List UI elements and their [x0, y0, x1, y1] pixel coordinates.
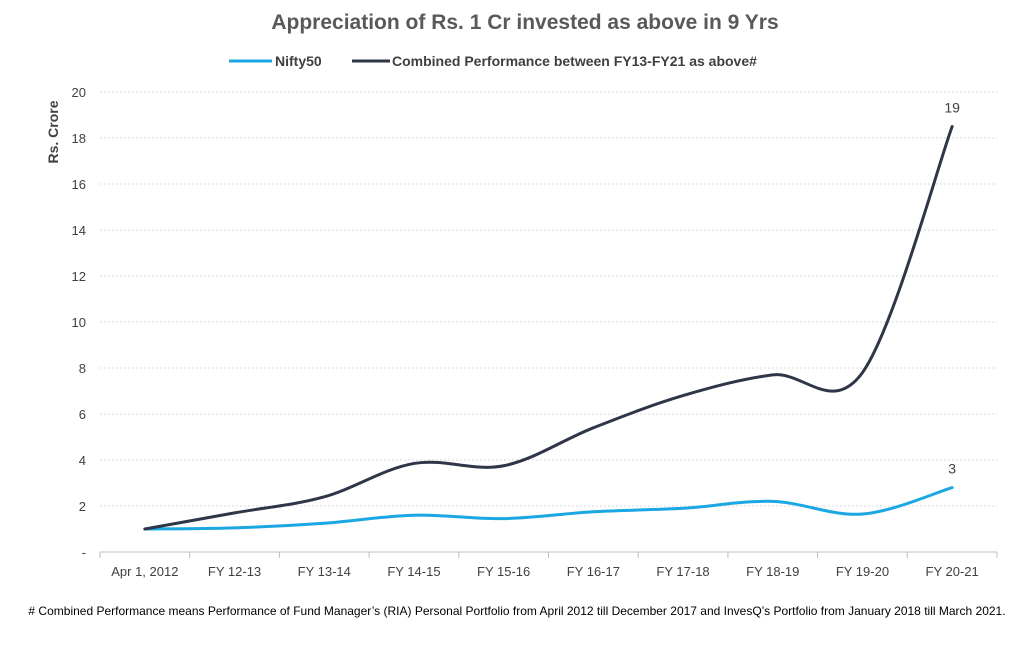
y-axis-label: Rs. Crore [45, 100, 61, 163]
x-tick-fy-14-15: FY 14-15 [387, 564, 440, 579]
y-tick-10: 10 [72, 315, 86, 330]
y-tick-20: 20 [72, 85, 86, 100]
y-tick-2: 2 [79, 499, 86, 514]
x-tick-fy-13-14: FY 13-14 [298, 564, 351, 579]
series-line-nifty50 [143, 486, 954, 531]
x-tick-fy-20-21: FY 20-21 [926, 564, 979, 579]
series-line-combined-performance-between-fy13-fy21-as-above [143, 125, 954, 531]
legend-label-nifty50: Nifty50 [275, 53, 322, 69]
x-tick-fy-15-16: FY 15-16 [477, 564, 530, 579]
x-tick-fy-12-13: FY 12-13 [208, 564, 261, 579]
y-tick-8: 8 [79, 361, 86, 376]
x-tick-apr-1-2012: Apr 1, 2012 [111, 564, 178, 579]
x-axis: Apr 1, 2012 FY 12-13 FY 13-14 FY 14-15 FY 15… [99, 551, 998, 579]
footnote: # Combined Performance means Performance… [28, 604, 1006, 618]
data-labels: 3 19 [944, 100, 960, 477]
y-tick-12: 12 [72, 269, 86, 284]
data-label-nifty50: 3 [948, 461, 956, 477]
chart-title: Appreciation of Rs. 1 Cr invested as abo… [271, 11, 778, 34]
y-tick-labels: - 2 4 6 8 10 12 14 16 18 20 [72, 85, 86, 560]
y-tick-6: 6 [79, 407, 86, 422]
data-label-combined-performance-between-fy13-fy21-as-above: 19 [944, 100, 960, 116]
x-tick-fy-19-20: FY 19-20 [836, 564, 889, 579]
y-tick-16: 16 [72, 177, 86, 192]
legend-label-combined: Combined Performance between FY13-FY21 a… [392, 53, 757, 69]
chart-svg: Appreciation of Rs. 1 Cr invested as abo… [45, 11, 998, 579]
x-tick-fy-18-19: FY 18-19 [746, 564, 799, 579]
y-tick-4: 4 [79, 453, 86, 468]
y-tick-14: 14 [72, 223, 86, 238]
legend: Nifty50 Combined Performance between FY1… [229, 53, 757, 69]
gridlines [100, 91, 997, 507]
series-lines [143, 125, 954, 531]
x-tick-fy-16-17: FY 16-17 [567, 564, 620, 579]
x-tick-fy-17-18: FY 17-18 [656, 564, 709, 579]
y-tick-18: 18 [72, 131, 86, 146]
y-tick-0: - [82, 545, 86, 560]
